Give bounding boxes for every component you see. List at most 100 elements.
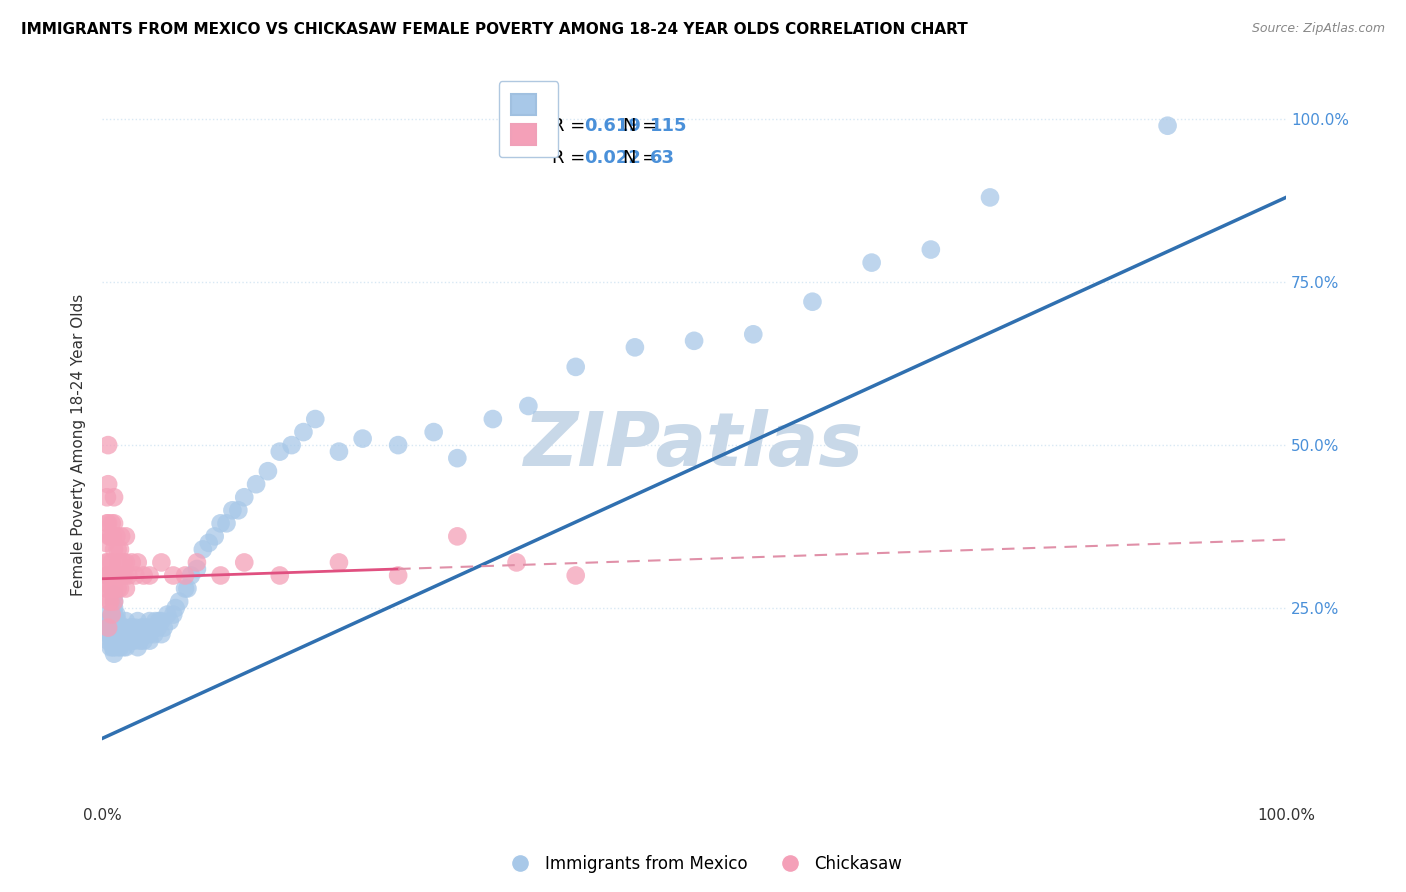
Text: N =: N = [623,117,664,135]
Point [96,516,118,531]
Point [100,627,122,641]
Point [100,594,122,608]
Point [129,633,152,648]
Text: Source: ZipAtlas.com: Source: ZipAtlas.com [1251,22,1385,36]
Text: R =: R = [553,149,591,168]
Point [100,607,122,622]
Point [114,633,136,648]
Point [167,594,190,608]
Point [103,542,125,557]
Point [107,542,129,557]
Point [107,556,129,570]
Point [446,529,468,543]
Point [1156,119,1178,133]
Point [150,627,173,641]
Point [129,621,152,635]
Point [233,490,256,504]
Point [103,647,125,661]
Point [97,438,120,452]
Point [111,633,134,648]
Point [108,582,131,596]
Point [245,477,267,491]
Point [112,640,135,655]
Point [121,556,143,570]
Text: ZIPatlas: ZIPatlas [524,409,865,482]
Point [328,444,350,458]
Point [801,294,824,309]
Point [564,568,586,582]
Point [112,627,135,641]
Point [101,614,124,628]
Point [292,425,315,439]
Point [117,568,139,582]
Point [115,529,138,543]
Point [97,477,120,491]
Point [100,529,122,543]
Point [124,568,146,582]
Point [143,627,166,641]
Point [105,529,128,543]
Point [94,536,117,550]
Point [122,633,145,648]
Point [197,536,219,550]
Point [979,190,1001,204]
Point [148,614,170,628]
Point [108,542,131,557]
Point [127,627,149,641]
Point [110,568,132,582]
Point [150,614,173,628]
Point [165,601,187,615]
Point [100,516,122,531]
Point [138,627,160,641]
Point [122,627,145,641]
Point [103,614,125,628]
Point [145,614,167,628]
Point [103,601,125,615]
Point [107,614,129,628]
Point [121,621,143,635]
Point [860,255,883,269]
Point [94,582,117,596]
Point [132,568,155,582]
Point [100,614,122,628]
Text: 0.022: 0.022 [583,149,641,168]
Point [134,627,156,641]
Point [115,614,138,628]
Text: N =: N = [623,149,664,168]
Point [269,568,291,582]
Point [387,568,409,582]
Point [209,568,232,582]
Point [180,568,202,582]
Point [101,640,124,655]
Point [103,633,125,648]
Point [269,444,291,458]
Point [162,607,184,622]
Point [121,633,143,648]
Point [742,327,765,342]
Point [111,568,134,582]
Text: IMMIGRANTS FROM MEXICO VS CHICKASAW FEMALE POVERTY AMONG 18-24 YEAR OLDS CORRELA: IMMIGRANTS FROM MEXICO VS CHICKASAW FEMA… [21,22,967,37]
Y-axis label: Female Poverty Among 18-24 Year Olds: Female Poverty Among 18-24 Year Olds [72,294,86,596]
Point [108,621,131,635]
Point [97,516,120,531]
Point [97,614,120,628]
Point [152,621,174,635]
Point [174,568,197,582]
Point [624,340,647,354]
Point [120,621,142,635]
Point [114,621,136,635]
Point [352,432,374,446]
Point [162,568,184,582]
Point [228,503,250,517]
Point [107,633,129,648]
Point [103,594,125,608]
Point [156,607,179,622]
Point [683,334,706,348]
Point [112,556,135,570]
Point [920,243,942,257]
Point [105,621,128,635]
Point [132,621,155,635]
Point [107,582,129,596]
Point [564,359,586,374]
Point [517,399,540,413]
